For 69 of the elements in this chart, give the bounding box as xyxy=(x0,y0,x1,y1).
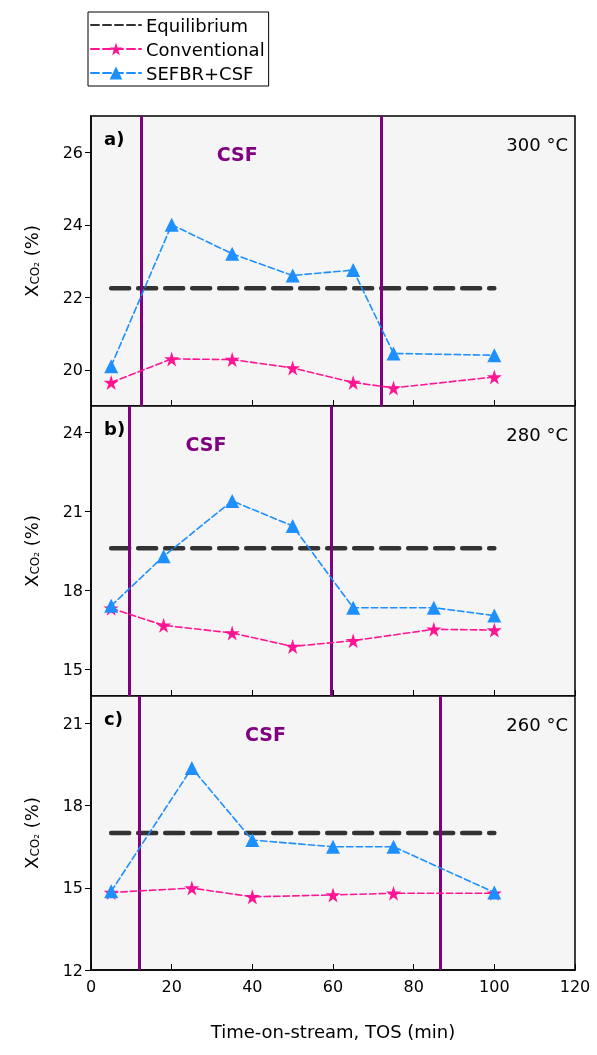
point xyxy=(225,246,240,261)
point xyxy=(156,617,172,633)
x-tick-label: 120 xyxy=(559,976,591,996)
point xyxy=(164,217,179,232)
point xyxy=(225,493,240,508)
point xyxy=(325,887,341,903)
y-axis-title: XCO₂ (%) xyxy=(20,515,42,587)
point xyxy=(285,360,301,376)
y-tick-label: 18 xyxy=(62,581,83,601)
y-tick-label: 12 xyxy=(62,960,83,980)
annotation: CSF xyxy=(244,723,286,745)
y-axis-title: XCO₂ (%) xyxy=(20,225,42,297)
y-tick-label: 18 xyxy=(62,796,83,816)
point xyxy=(345,374,361,390)
point xyxy=(104,359,119,374)
point xyxy=(346,263,361,278)
point xyxy=(184,761,199,776)
point xyxy=(103,374,119,390)
text: c) xyxy=(104,707,123,729)
legend-label: Equilibrium xyxy=(146,14,248,36)
x-tick-label: 20 xyxy=(161,976,182,996)
x-tick-label: 60 xyxy=(322,976,344,996)
point xyxy=(156,549,171,564)
y-tick-label: 20 xyxy=(62,360,83,380)
point xyxy=(426,600,441,615)
y-tick-label: 21 xyxy=(62,501,83,521)
point xyxy=(285,518,300,533)
y-tick-label: 15 xyxy=(62,660,83,680)
point xyxy=(426,621,442,637)
y-tick-label: 22 xyxy=(62,287,83,307)
legend-label: Conventional xyxy=(146,38,265,60)
x-tick-label: 40 xyxy=(242,976,263,996)
point xyxy=(486,622,502,638)
point xyxy=(386,380,401,396)
annotation: CSF xyxy=(216,143,258,165)
point xyxy=(386,839,401,854)
point xyxy=(184,880,200,896)
text: 300 °C xyxy=(506,133,569,155)
text: 280 °C xyxy=(506,423,569,445)
point xyxy=(345,633,361,649)
x-tick-label: 0 xyxy=(85,976,97,996)
point xyxy=(486,369,502,385)
point xyxy=(244,889,260,905)
point xyxy=(386,885,401,901)
text: a) xyxy=(104,127,125,149)
y-tick-label: 24 xyxy=(62,215,83,235)
y-tick-label: 24 xyxy=(62,422,83,442)
text: 260 °C xyxy=(506,713,569,735)
text: b) xyxy=(104,417,126,439)
point xyxy=(245,833,260,848)
y-tick-label: 21 xyxy=(62,713,83,733)
annotation: CSF xyxy=(185,433,227,455)
point xyxy=(487,608,502,623)
y-tick-label: 15 xyxy=(62,878,83,898)
point xyxy=(164,351,180,367)
legend-label: SEFBR+CSF xyxy=(146,62,254,84)
x-axis-title: Time-on-stream, TOS (min) xyxy=(209,1020,456,1042)
point xyxy=(487,348,502,363)
point xyxy=(386,346,401,361)
y-axis-title: XCO₂ (%) xyxy=(20,797,42,869)
point xyxy=(346,600,361,615)
point xyxy=(285,638,301,654)
point xyxy=(326,839,340,854)
y-tick-label: 26 xyxy=(62,142,83,162)
point xyxy=(285,268,300,283)
point xyxy=(224,352,240,368)
x-tick-label: 100 xyxy=(479,976,510,996)
x-tick-label: 80 xyxy=(403,976,424,996)
point xyxy=(224,625,240,641)
